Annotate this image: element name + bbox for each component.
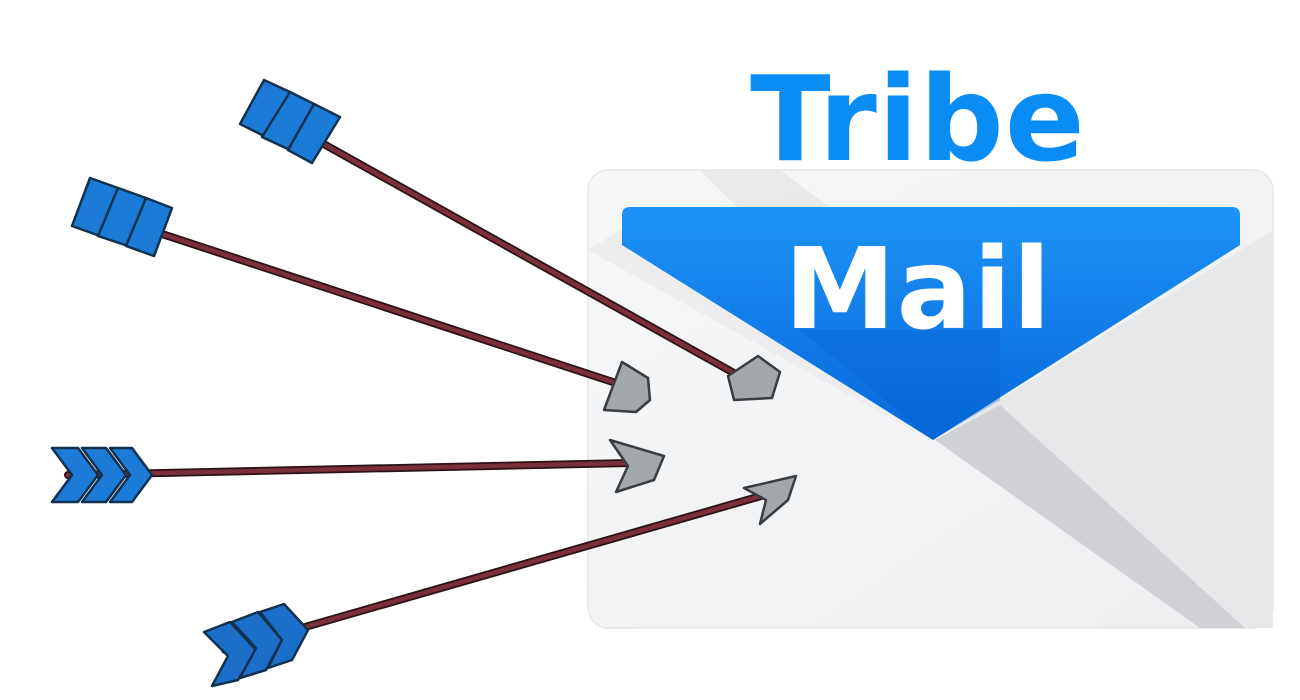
envelope-right-fold: [935, 230, 1273, 628]
envelope-left-fold: [588, 230, 933, 442]
arrow-icon: [70, 176, 652, 414]
logo-word-mail: Mail: [784, 225, 1052, 355]
envelope-flap: [622, 207, 1240, 440]
arrow-icon: [238, 78, 782, 402]
arrow-icon: [50, 438, 666, 504]
envelope-flap-shade: [800, 330, 1000, 440]
logo-word-tribe: Tribe: [750, 50, 1086, 188]
arrow-icon: [202, 474, 798, 688]
envelope-icon: Mail: [587, 169, 1274, 629]
envelope-fold-shadow: [935, 405, 1245, 628]
